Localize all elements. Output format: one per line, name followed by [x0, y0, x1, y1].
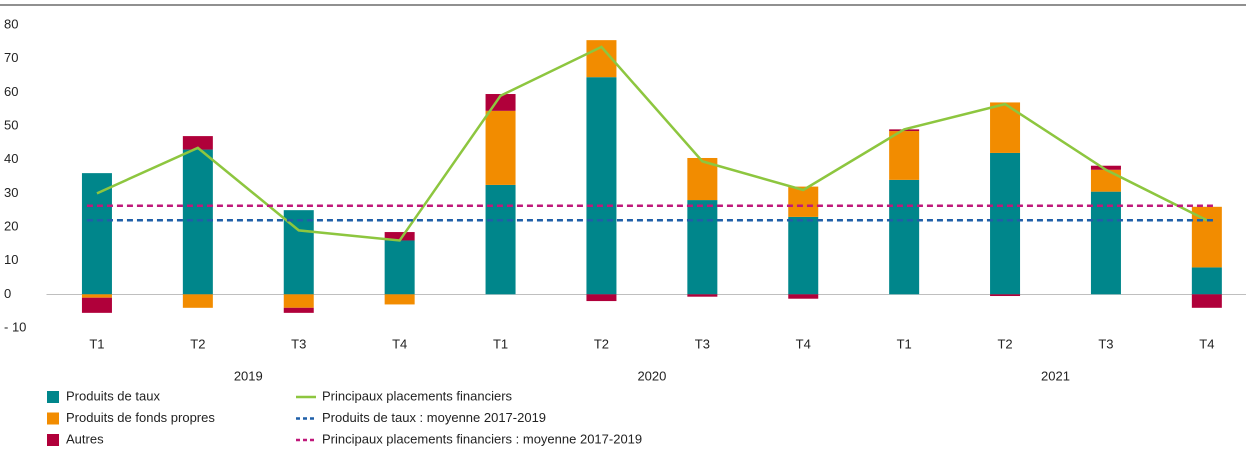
y-tick-label: 70	[4, 50, 18, 65]
bar-segment	[1090, 169, 1121, 192]
legend-swatch	[47, 391, 59, 403]
bar-segment	[485, 184, 516, 295]
x-tick-label: T3	[695, 336, 710, 351]
y-tick-label: 40	[4, 151, 18, 166]
bar-segment	[687, 294, 718, 297]
legend-label: Produits de fonds propres	[66, 410, 215, 425]
bar-segment	[990, 152, 1021, 295]
x-tick-label: T1	[897, 336, 912, 351]
bar-segment	[1090, 165, 1121, 170]
x-tick-label: T3	[1098, 336, 1113, 351]
legend-label: Autres	[66, 431, 104, 446]
x-tick-label: T4	[392, 336, 407, 351]
legend-label: Produits de taux : moyenne 2017-2019	[322, 410, 546, 425]
bar-segment	[788, 216, 819, 295]
legend-swatch	[47, 412, 59, 425]
bar-segment	[81, 173, 112, 295]
bar-segment	[283, 210, 314, 295]
y-tick-label: 10	[4, 252, 18, 267]
bar-segment	[182, 149, 213, 295]
bar-segment	[1191, 267, 1222, 295]
y-tick-label: 60	[4, 84, 18, 99]
x-tick-label: T2	[594, 336, 609, 351]
x-tick-label: T2	[190, 336, 205, 351]
bar-segment	[384, 240, 415, 295]
legend-swatch	[47, 434, 59, 446]
bar-segment	[283, 294, 314, 308]
group-label: 2019	[234, 368, 263, 383]
bar-segment	[485, 110, 516, 185]
legend-label: Produits de taux	[66, 388, 160, 403]
bar-segment	[586, 294, 617, 302]
bar-segment	[81, 294, 112, 298]
bar-segment	[788, 186, 819, 217]
y-tick-label: 0	[4, 286, 11, 301]
y-tick-label: 20	[4, 218, 18, 233]
bar-segment	[384, 294, 415, 305]
bar-segment	[889, 179, 920, 295]
x-tick-label: T1	[493, 336, 508, 351]
group-label: 2020	[637, 368, 666, 383]
x-tick-label: T1	[89, 336, 104, 351]
line-series	[96, 45, 1208, 242]
bar-segment	[687, 200, 718, 295]
bar-segment	[990, 294, 1021, 297]
bar-segment	[384, 232, 415, 241]
bar-segment	[1090, 191, 1121, 295]
bar-segment	[586, 77, 617, 295]
x-tick-label: T4	[1199, 336, 1214, 351]
bar-segment	[1191, 206, 1222, 268]
bar-segment	[182, 136, 213, 150]
x-tick-label: T3	[291, 336, 306, 351]
y-tick-label: 50	[4, 117, 18, 132]
bar-segment	[182, 294, 213, 308]
bar-segment	[889, 131, 920, 180]
y-tick-label: - 10	[4, 319, 26, 334]
bar-segment	[1191, 294, 1222, 308]
y-tick-label: 80	[4, 16, 18, 31]
x-tick-label: T2	[997, 336, 1012, 351]
legend-label: Principaux placements financiers	[322, 388, 513, 403]
bar-segment	[81, 297, 112, 313]
bar-segment	[788, 294, 819, 299]
x-tick-label: T4	[796, 336, 811, 351]
group-label: 2021	[1041, 368, 1070, 383]
legend-label: Principaux placements financiers : moyen…	[322, 431, 642, 446]
bar-segment	[283, 307, 314, 313]
y-tick-label: 30	[4, 185, 18, 200]
